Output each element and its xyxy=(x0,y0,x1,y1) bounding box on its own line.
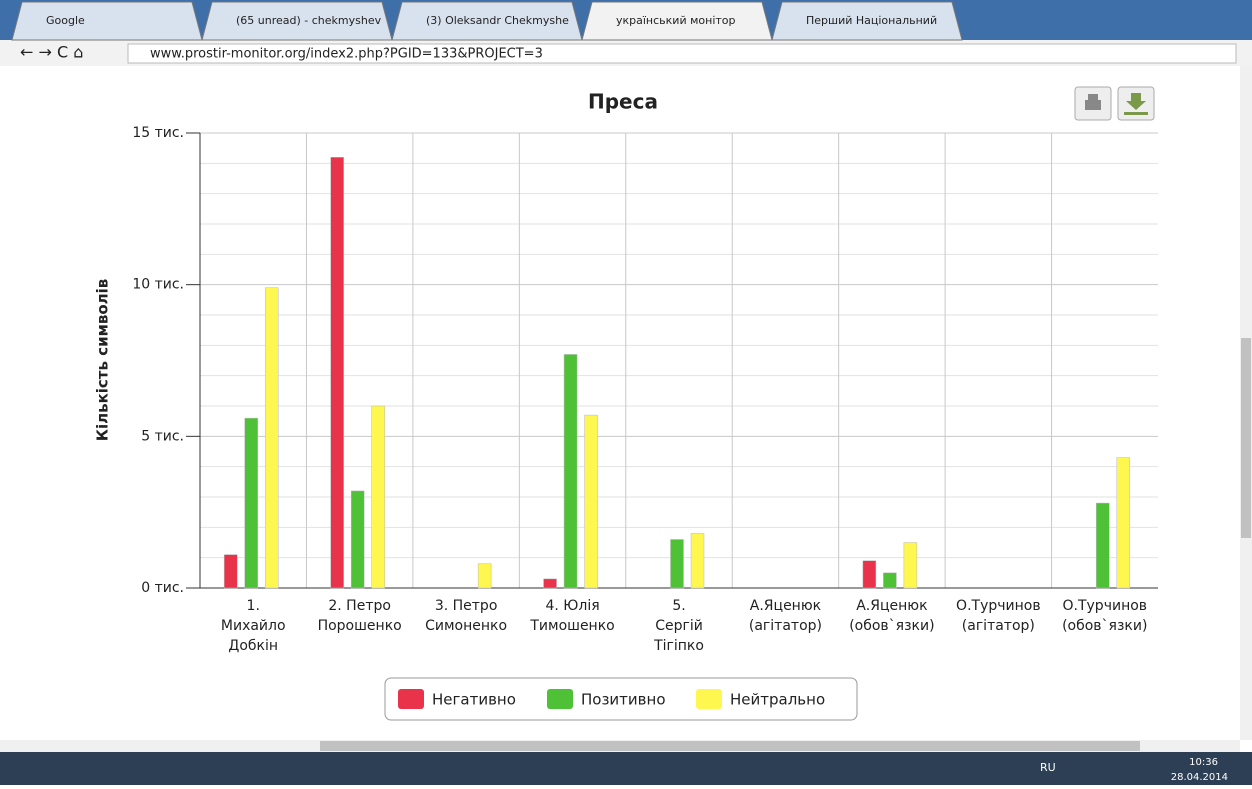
bar xyxy=(371,405,385,589)
bar xyxy=(244,417,258,589)
url[interactable]: www.prostir-monitor.org/index2.php?PGID=… xyxy=(150,47,543,62)
bar xyxy=(883,572,897,589)
y-axis-label: Кількість символів xyxy=(94,279,112,442)
taskbar xyxy=(0,752,1252,785)
tab-title[interactable]: Google xyxy=(46,14,85,27)
bar xyxy=(862,560,877,589)
tab-title[interactable]: український монітор xyxy=(616,14,736,27)
x-tick-label: (агітатор) xyxy=(749,618,822,634)
tab-title[interactable]: (65 unread) - chekmyshev xyxy=(236,14,382,27)
y-tick-label: 10 тис. xyxy=(132,277,184,293)
tab[interactable] xyxy=(581,1,773,41)
bar xyxy=(264,287,279,589)
tab[interactable] xyxy=(771,1,963,41)
x-tick-label: Порошенко xyxy=(318,618,402,634)
nav-icons[interactable]: ← → C ⌂ xyxy=(20,43,83,62)
legend-label: Позитивно xyxy=(581,691,666,709)
x-tick-label: Симоненко xyxy=(425,618,507,634)
legend-swatch xyxy=(398,689,424,709)
x-tick-label: (обов`язки) xyxy=(849,618,934,634)
bar xyxy=(903,542,918,589)
bar xyxy=(350,490,365,589)
x-tick-label: Добкін xyxy=(228,638,278,654)
legend-label: Негативно xyxy=(432,691,516,709)
x-tick-label: 1. xyxy=(247,598,260,614)
v-thumb[interactable] xyxy=(1241,338,1251,538)
lang[interactable]: RU xyxy=(1040,761,1056,774)
bar xyxy=(563,354,578,589)
tab-title[interactable]: (3) Oleksandr Chekmyshe xyxy=(426,14,569,27)
y-tick-label: 0 тис. xyxy=(141,580,184,596)
x-tick-label: О.Турчинов xyxy=(1063,598,1148,614)
x-tick-label: Михайло xyxy=(221,618,286,634)
x-tick-label: (агітатор) xyxy=(962,618,1035,634)
bar xyxy=(477,563,492,589)
x-tick-label: А.Яценюк xyxy=(750,598,821,614)
y-tick-label: 5 тис. xyxy=(141,428,184,444)
y-tick-label: 15 тис. xyxy=(132,125,184,141)
x-tick-label: 5. xyxy=(672,598,685,614)
bar xyxy=(670,539,684,589)
bar xyxy=(1096,502,1110,589)
legend-label: Нейтрально xyxy=(730,691,825,709)
x-tick-label: О.Турчинов xyxy=(956,598,1041,614)
tab[interactable] xyxy=(201,1,393,41)
x-tick-label: Тимошенко xyxy=(529,618,614,634)
tab[interactable] xyxy=(11,1,203,41)
bar xyxy=(330,157,344,589)
chart-title: Преса xyxy=(588,90,658,114)
legend-swatch xyxy=(547,689,573,709)
legend xyxy=(384,677,858,721)
h-thumb[interactable] xyxy=(320,741,1140,751)
x-tick-label: (обов`язки) xyxy=(1062,618,1147,634)
bar xyxy=(690,533,705,589)
x-tick-label: Сергій xyxy=(655,618,703,634)
x-tick-label: 4. Юлія xyxy=(545,598,599,614)
print-icon xyxy=(1085,94,1101,110)
clock-date[interactable]: 28.04.2014 xyxy=(1171,772,1228,783)
legend-swatch xyxy=(696,689,722,709)
x-tick-label: А.Яценюк xyxy=(856,598,927,614)
tab-title[interactable]: Перший Національний xyxy=(806,14,937,27)
x-tick-label: 2. Петро xyxy=(328,598,391,614)
download-icon xyxy=(1124,93,1148,115)
bar xyxy=(1116,457,1131,589)
tab[interactable] xyxy=(391,1,583,41)
bar xyxy=(584,414,598,589)
x-tick-label: Тігіпко xyxy=(653,638,704,654)
x-tick-label: 3. Петро xyxy=(435,598,498,614)
address-bar[interactable] xyxy=(127,43,1237,64)
clock-time[interactable]: 10:36 xyxy=(1189,757,1218,768)
bar xyxy=(543,578,557,589)
bar xyxy=(223,554,238,589)
